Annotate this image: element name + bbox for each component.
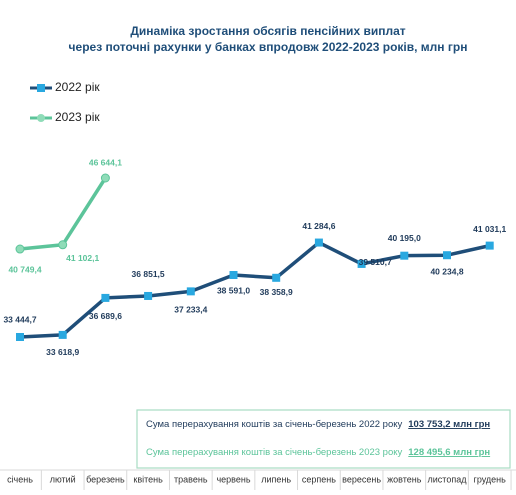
annotation-text: Сума перерахування коштів за січень-бере… bbox=[146, 419, 490, 430]
marker bbox=[400, 251, 409, 260]
marker bbox=[485, 241, 494, 250]
marker bbox=[16, 333, 24, 341]
marker bbox=[58, 240, 68, 250]
data-label: 37 233,4 bbox=[174, 305, 207, 315]
marker bbox=[101, 293, 110, 302]
marker bbox=[272, 273, 281, 282]
legend-label: 2022 рік bbox=[55, 80, 100, 94]
x-tick-label: лютий bbox=[50, 474, 76, 484]
data-label: 40 234,8 bbox=[430, 266, 463, 276]
data-label: 41 031,1 bbox=[473, 224, 506, 234]
annotation-label: Сума перерахування коштів за січень-бере… bbox=[146, 447, 403, 458]
marker bbox=[443, 251, 451, 260]
x-tick-label: жовтень bbox=[387, 474, 422, 484]
series-line bbox=[19, 177, 107, 251]
data-label: 46 644,1 bbox=[89, 157, 122, 167]
data-label: 38 358,9 bbox=[260, 287, 293, 297]
data-label: 38 591,0 bbox=[217, 285, 250, 295]
legend-marker bbox=[37, 84, 45, 92]
x-tick-label: серпень bbox=[302, 474, 336, 484]
annotation-value: 128 495,6 млн грн bbox=[408, 447, 490, 458]
marker bbox=[357, 259, 366, 268]
annotation-text: Сума перерахування коштів за січень-бере… bbox=[146, 447, 490, 458]
marker bbox=[229, 271, 238, 280]
data-label: 40 195,0 bbox=[388, 233, 421, 243]
x-tick-label: червень bbox=[216, 474, 250, 484]
data-label: 36 851,5 bbox=[132, 269, 165, 279]
annotation-label: Сума перерахування коштів за січень-бере… bbox=[146, 419, 403, 430]
data-label: 41 284,6 bbox=[302, 221, 335, 231]
marker bbox=[100, 173, 110, 183]
legend-label: 2023 рік bbox=[55, 110, 100, 124]
data-label: 41 102,1 bbox=[66, 253, 99, 263]
marker bbox=[58, 330, 67, 339]
series-line bbox=[19, 240, 491, 339]
x-tick-label: липень bbox=[261, 474, 291, 484]
marker bbox=[15, 244, 25, 254]
x-tick-label: листопад bbox=[428, 474, 468, 484]
data-label: 39 510,7 bbox=[359, 257, 392, 267]
marker bbox=[314, 238, 323, 247]
annotation-box bbox=[136, 409, 511, 469]
x-tick-label: вересень bbox=[342, 474, 381, 484]
data-label: 33 444,7 bbox=[3, 314, 36, 324]
x-tick-label: грудень bbox=[474, 474, 507, 484]
legend-marker bbox=[37, 114, 45, 122]
x-tick-label: травень bbox=[174, 474, 208, 484]
marker bbox=[144, 291, 153, 300]
chart-title: Динаміка зростання обсягів пенсійних вип… bbox=[130, 24, 405, 38]
x-tick-label: квітень bbox=[133, 474, 163, 484]
x-tick-label: січень bbox=[7, 474, 33, 484]
marker bbox=[186, 287, 195, 296]
data-label: 33 618,9 bbox=[46, 347, 79, 357]
annotation-value: 103 753,2 млн грн bbox=[408, 419, 490, 430]
chart-title: через поточні рахунки у банках впродовж … bbox=[69, 40, 468, 54]
data-label: 40 749,4 bbox=[8, 264, 41, 274]
data-label: 36 689,6 bbox=[89, 311, 122, 321]
x-tick-label: березень bbox=[86, 474, 125, 484]
